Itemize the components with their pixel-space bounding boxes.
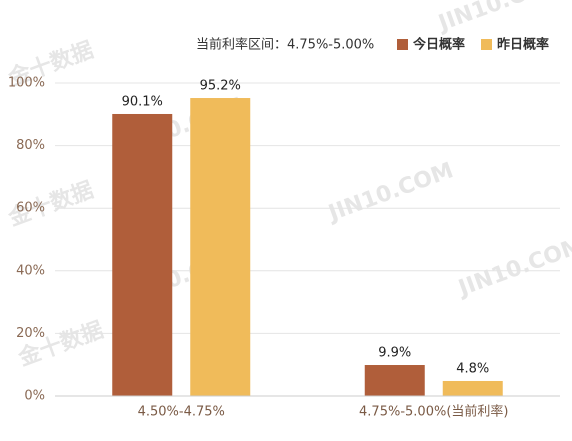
legend-label: 今日概率 — [412, 37, 465, 53]
bar — [364, 365, 425, 396]
value-label: 9.9% — [378, 346, 411, 361]
bar — [442, 380, 503, 396]
legend-swatch — [397, 39, 408, 50]
watermark: JIN10.COM — [454, 233, 572, 302]
y-tick-label: 0% — [24, 389, 45, 404]
value-label: 90.1% — [122, 94, 163, 109]
y-tick-label: 60% — [16, 201, 45, 216]
watermark: JIN10.COM — [324, 158, 457, 227]
x-tick-label: 4.75%-5.00%(当前利率) — [359, 404, 508, 420]
legend-swatch — [481, 39, 492, 50]
watermark: JIN10.COM — [434, 0, 567, 37]
bar — [190, 98, 251, 397]
y-tick-label: 80% — [16, 138, 45, 153]
value-label: 4.8% — [456, 361, 489, 376]
legend-label: 昨日概率 — [497, 37, 549, 53]
y-tick-label: 100% — [8, 76, 45, 91]
bar — [112, 113, 173, 396]
x-tick-label: 4.50%-4.75% — [138, 405, 225, 420]
subtitle: 当前利率区间：4.75%-5.00% — [196, 37, 374, 53]
y-tick-label: 40% — [16, 263, 45, 278]
value-label: 95.2% — [200, 79, 241, 94]
y-tick-label: 20% — [16, 326, 45, 341]
